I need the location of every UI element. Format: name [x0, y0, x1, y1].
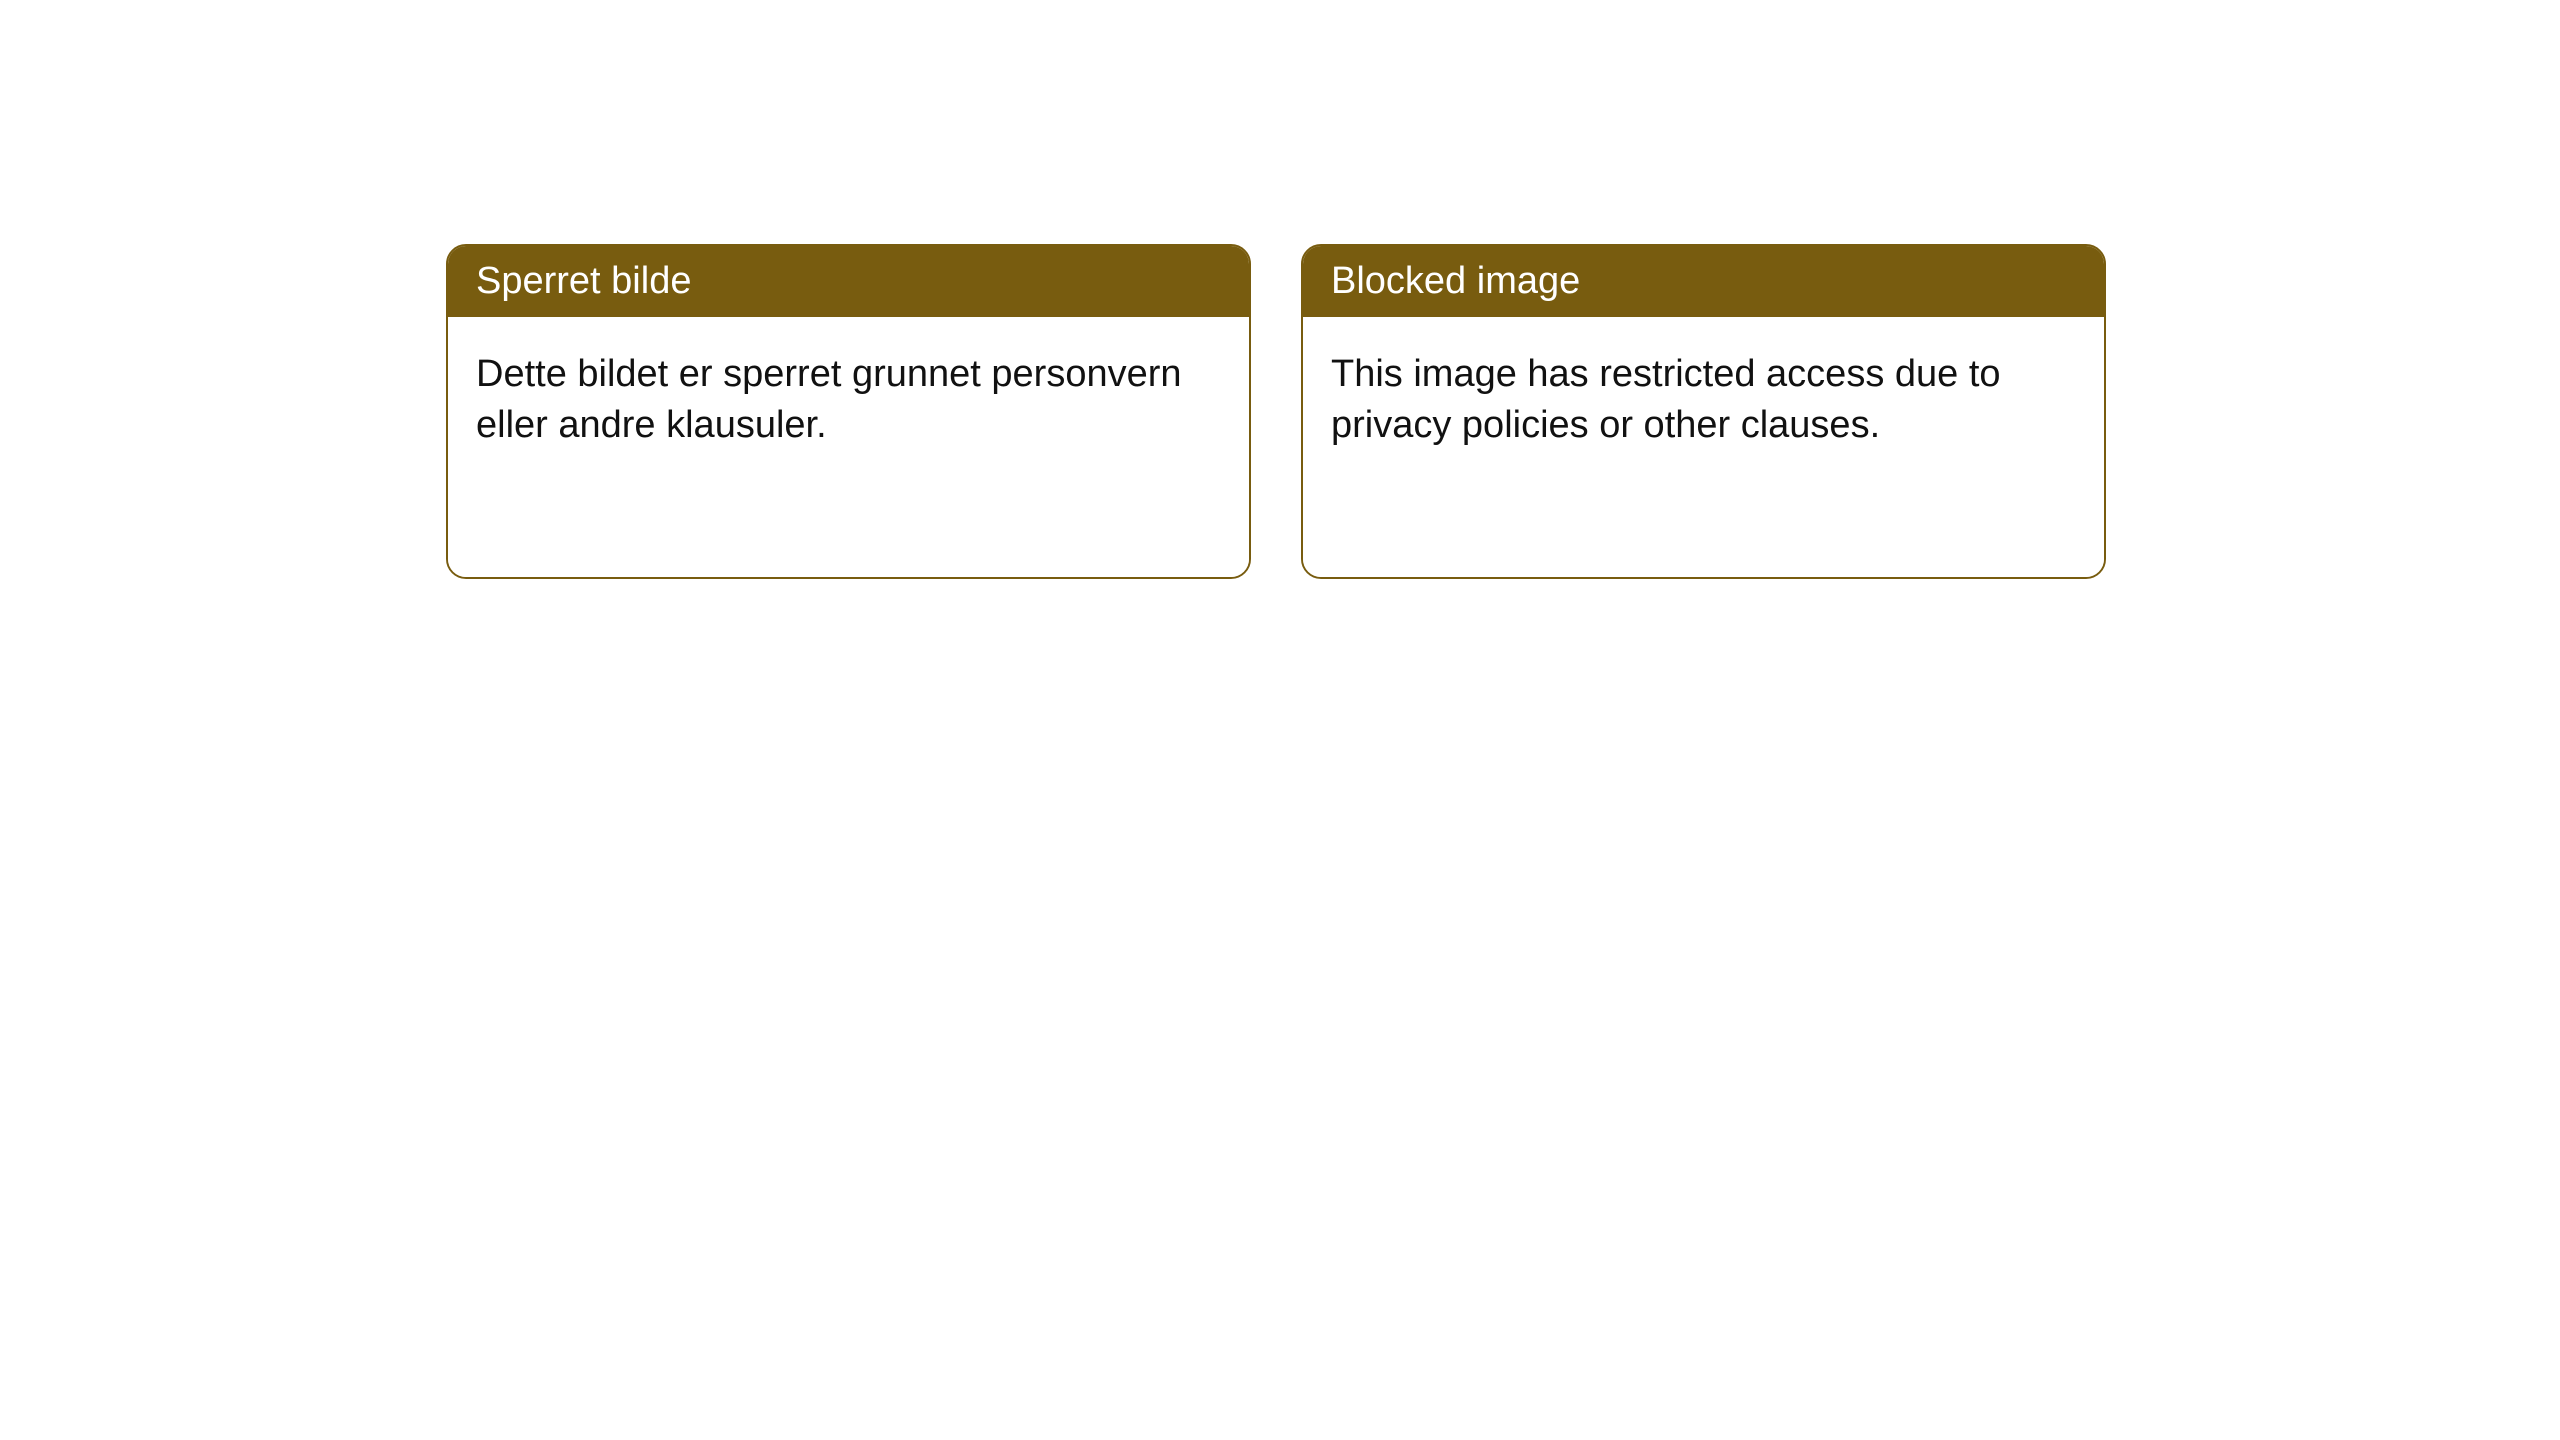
blocked-image-panel-en: Blocked image This image has restricted … [1301, 244, 2106, 579]
panel-body: Dette bildet er sperret grunnet personve… [448, 317, 1249, 579]
notice-panels: Sperret bilde Dette bildet er sperret gr… [0, 0, 2560, 579]
blocked-image-panel-no: Sperret bilde Dette bildet er sperret gr… [446, 244, 1251, 579]
panel-body: This image has restricted access due to … [1303, 317, 2104, 579]
panel-title: Sperret bilde [448, 246, 1249, 317]
panel-title: Blocked image [1303, 246, 2104, 317]
